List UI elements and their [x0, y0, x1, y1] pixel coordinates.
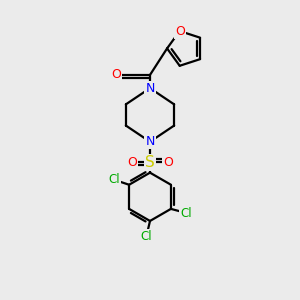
Text: O: O: [163, 156, 173, 169]
Text: Cl: Cl: [108, 173, 120, 186]
Text: Cl: Cl: [180, 207, 192, 220]
Text: O: O: [127, 156, 137, 169]
Text: N: N: [145, 82, 155, 95]
Text: Cl: Cl: [141, 230, 152, 243]
Text: O: O: [111, 68, 121, 81]
Text: N: N: [145, 135, 155, 148]
Text: O: O: [175, 25, 184, 38]
Text: S: S: [145, 155, 155, 170]
